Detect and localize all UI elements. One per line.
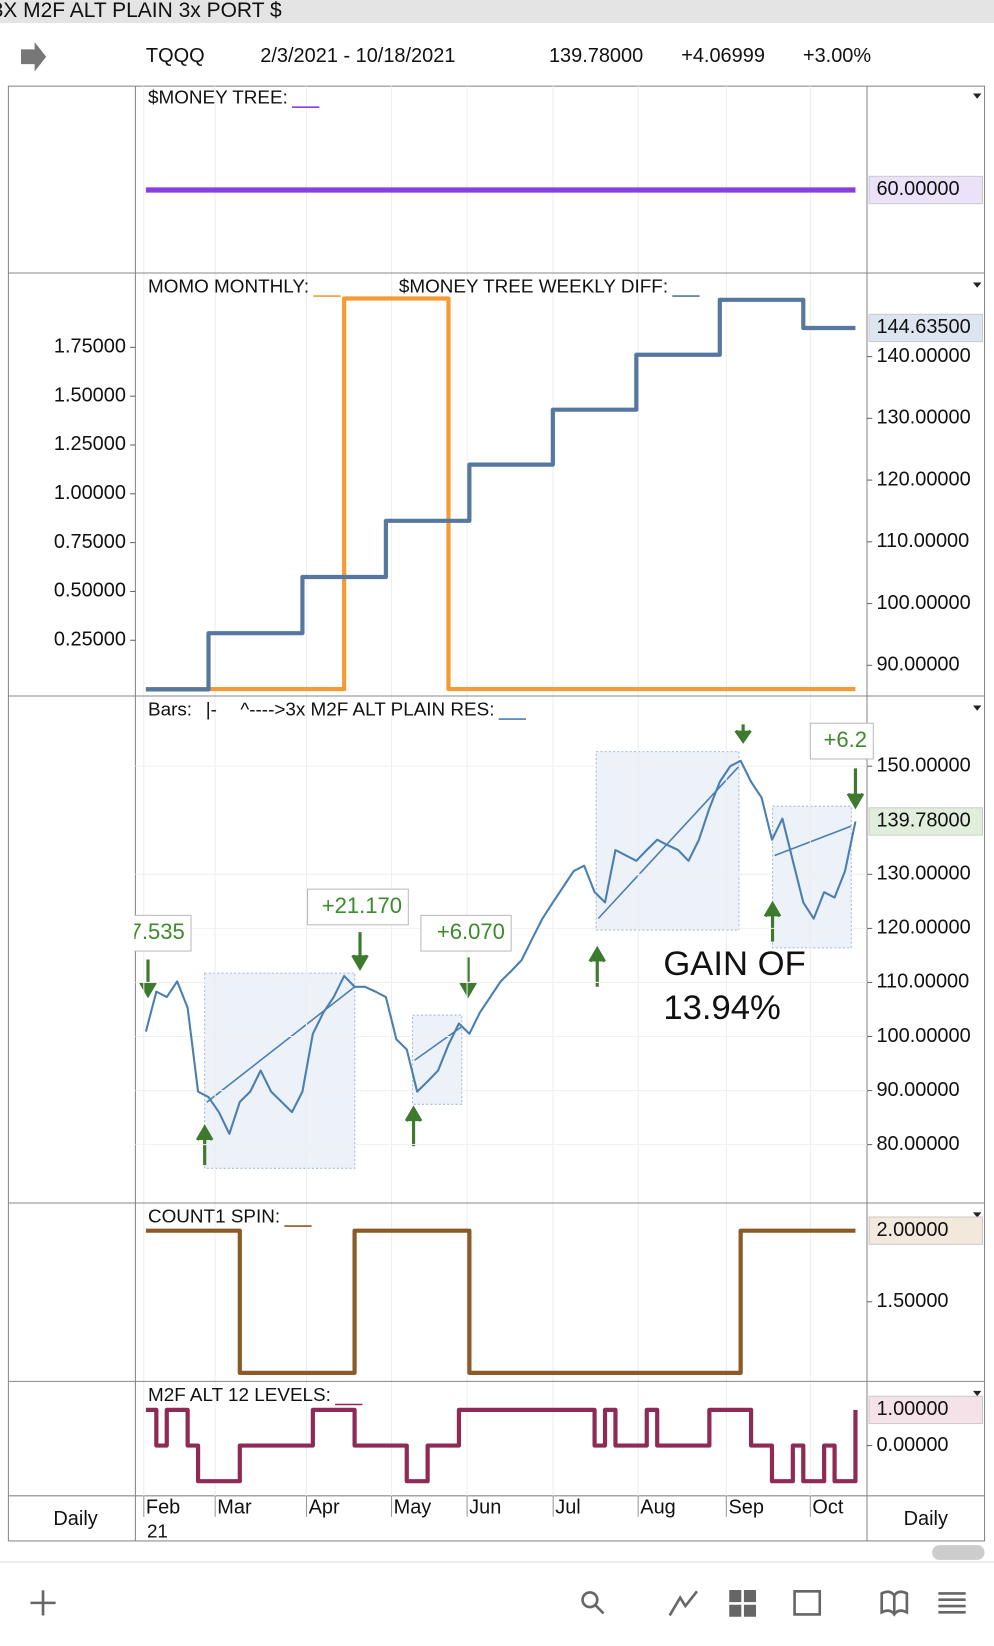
last-value-box [868,807,983,836]
search-button[interactable] [581,1591,599,1609]
last-value-box [868,1216,983,1245]
y-tick-label: 1.25000 [54,433,126,455]
annotation-box [420,914,512,952]
annotation: +21.170 [322,893,402,918]
chart-button[interactable] [668,1590,698,1617]
series-line [145,1407,858,1484]
month-label: Feb [146,1497,180,1519]
y-tick-label: 130.00000 [876,863,970,885]
year-label: 21 [147,1522,168,1543]
toolbar [30,1590,966,1617]
y-tick-label: 1.50000 [54,384,126,406]
gain-note: GAIN OF [663,945,805,983]
y2-tick-label: 130.00000 [876,407,970,429]
y-tick-label: 0.50000 [54,580,126,602]
y2-tick-label: 110.00000 [876,530,969,552]
y-tick-label: 0.00000 [876,1434,948,1456]
menu-button[interactable] [938,1592,966,1614]
y-tick-label: 1.00000 [54,482,126,504]
month-label: Mar [217,1497,252,1519]
panel-menu [973,1212,982,1218]
panel-title: COUNT1 SPIN: [148,1207,280,1228]
last-value-box [868,1395,983,1425]
y-tick-label: 150.00000 [876,754,970,776]
annotation-box [809,722,874,760]
panel-title: $MONEY TREE: [148,88,288,109]
series-line [145,296,856,692]
change-pct: +3.00% [803,45,871,67]
title-bar [0,0,994,24]
y-tick-label: 0.25000 [54,629,126,651]
last-price: 139.78000 [549,45,643,67]
month-label: Sep [728,1497,763,1519]
frame [7,85,986,1542]
series-line [145,297,856,692]
y-tick-label: 0.75000 [54,531,126,553]
y-tick-label: 100.00000 [876,1025,970,1047]
search-handle [594,1604,605,1615]
right-mask [985,23,994,1541]
panel-menu [973,282,982,288]
signal-boxes [204,751,852,1169]
symbol-bar [0,23,994,87]
add-button[interactable] [30,1590,56,1616]
panel-title: Bars: [148,700,192,721]
last-value-label: 139.78000 [876,810,970,832]
scrollbar[interactable] [932,1545,985,1560]
annotation-box [307,888,409,926]
left-mask [9,697,135,1201]
y-tick-label: 120.00000 [876,917,970,939]
panel-title: ^---->3x M2F ALT PLAIN RES: [240,700,494,721]
y2-tick-label: 90.00000 [876,654,959,676]
series-line [145,1228,856,1375]
interval-left[interactable]: Daily [53,1508,97,1530]
month-label: Oct [812,1497,843,1519]
last-value-box [868,313,983,343]
panel-menu [973,1390,982,1397]
annotation: +6.2 [823,727,867,752]
annotation: +6.070 [437,919,505,944]
annotation: 7.535 [130,919,185,944]
y-tick-label: 110.00000 [876,971,969,993]
y-tick-label: 1.75000 [54,336,126,358]
series-line [144,759,857,1135]
y-tick-label: 80.00000 [876,1133,959,1155]
signal-arrows [139,724,865,1166]
panel-title: $MONEY TREE WEEKLY DIFF: [399,277,668,298]
panel-menu [973,93,982,99]
month-label: Jun [469,1497,501,1519]
month-label: May [394,1497,432,1519]
y2-tick-label: 120.00000 [876,468,970,490]
panel-button[interactable] [793,1590,822,1616]
date-range: 2/3/2021 - 10/18/2021 [260,45,455,67]
grid-button[interactable] [729,1590,756,1617]
arrow-icon[interactable] [20,42,47,72]
last-value-label: 144.63500 [876,316,970,338]
book-button[interactable] [880,1590,909,1617]
panel-menu [973,705,982,711]
month-label: Jul [555,1497,581,1519]
month-label: Aug [640,1497,675,1519]
y-tick-label: 90.00000 [876,1079,959,1101]
interval-right[interactable]: Daily [904,1508,948,1530]
panel-title: MOMO MONTHLY: [148,277,309,298]
symbol: TQQQ [146,45,205,67]
y2-tick-label: 140.00000 [876,345,970,367]
y-tick-label: 1.50000 [876,1290,948,1312]
last-value-label: 60.00000 [876,178,959,200]
window-title: 3X M2F ALT PLAIN 3x PORT $ [0,0,282,22]
gain-note: 13.94% [663,989,780,1027]
y2-tick-label: 100.00000 [876,592,970,614]
month-label: Apr [309,1497,340,1519]
last-value-box [868,175,983,205]
last-value-label: 1.00000 [876,1398,948,1420]
panel-title: M2F ALT 12 LEVELS: [148,1385,331,1406]
change: +4.06999 [681,45,765,67]
last-value-label: 2.00000 [876,1219,948,1241]
panel-title: |- [206,700,217,721]
